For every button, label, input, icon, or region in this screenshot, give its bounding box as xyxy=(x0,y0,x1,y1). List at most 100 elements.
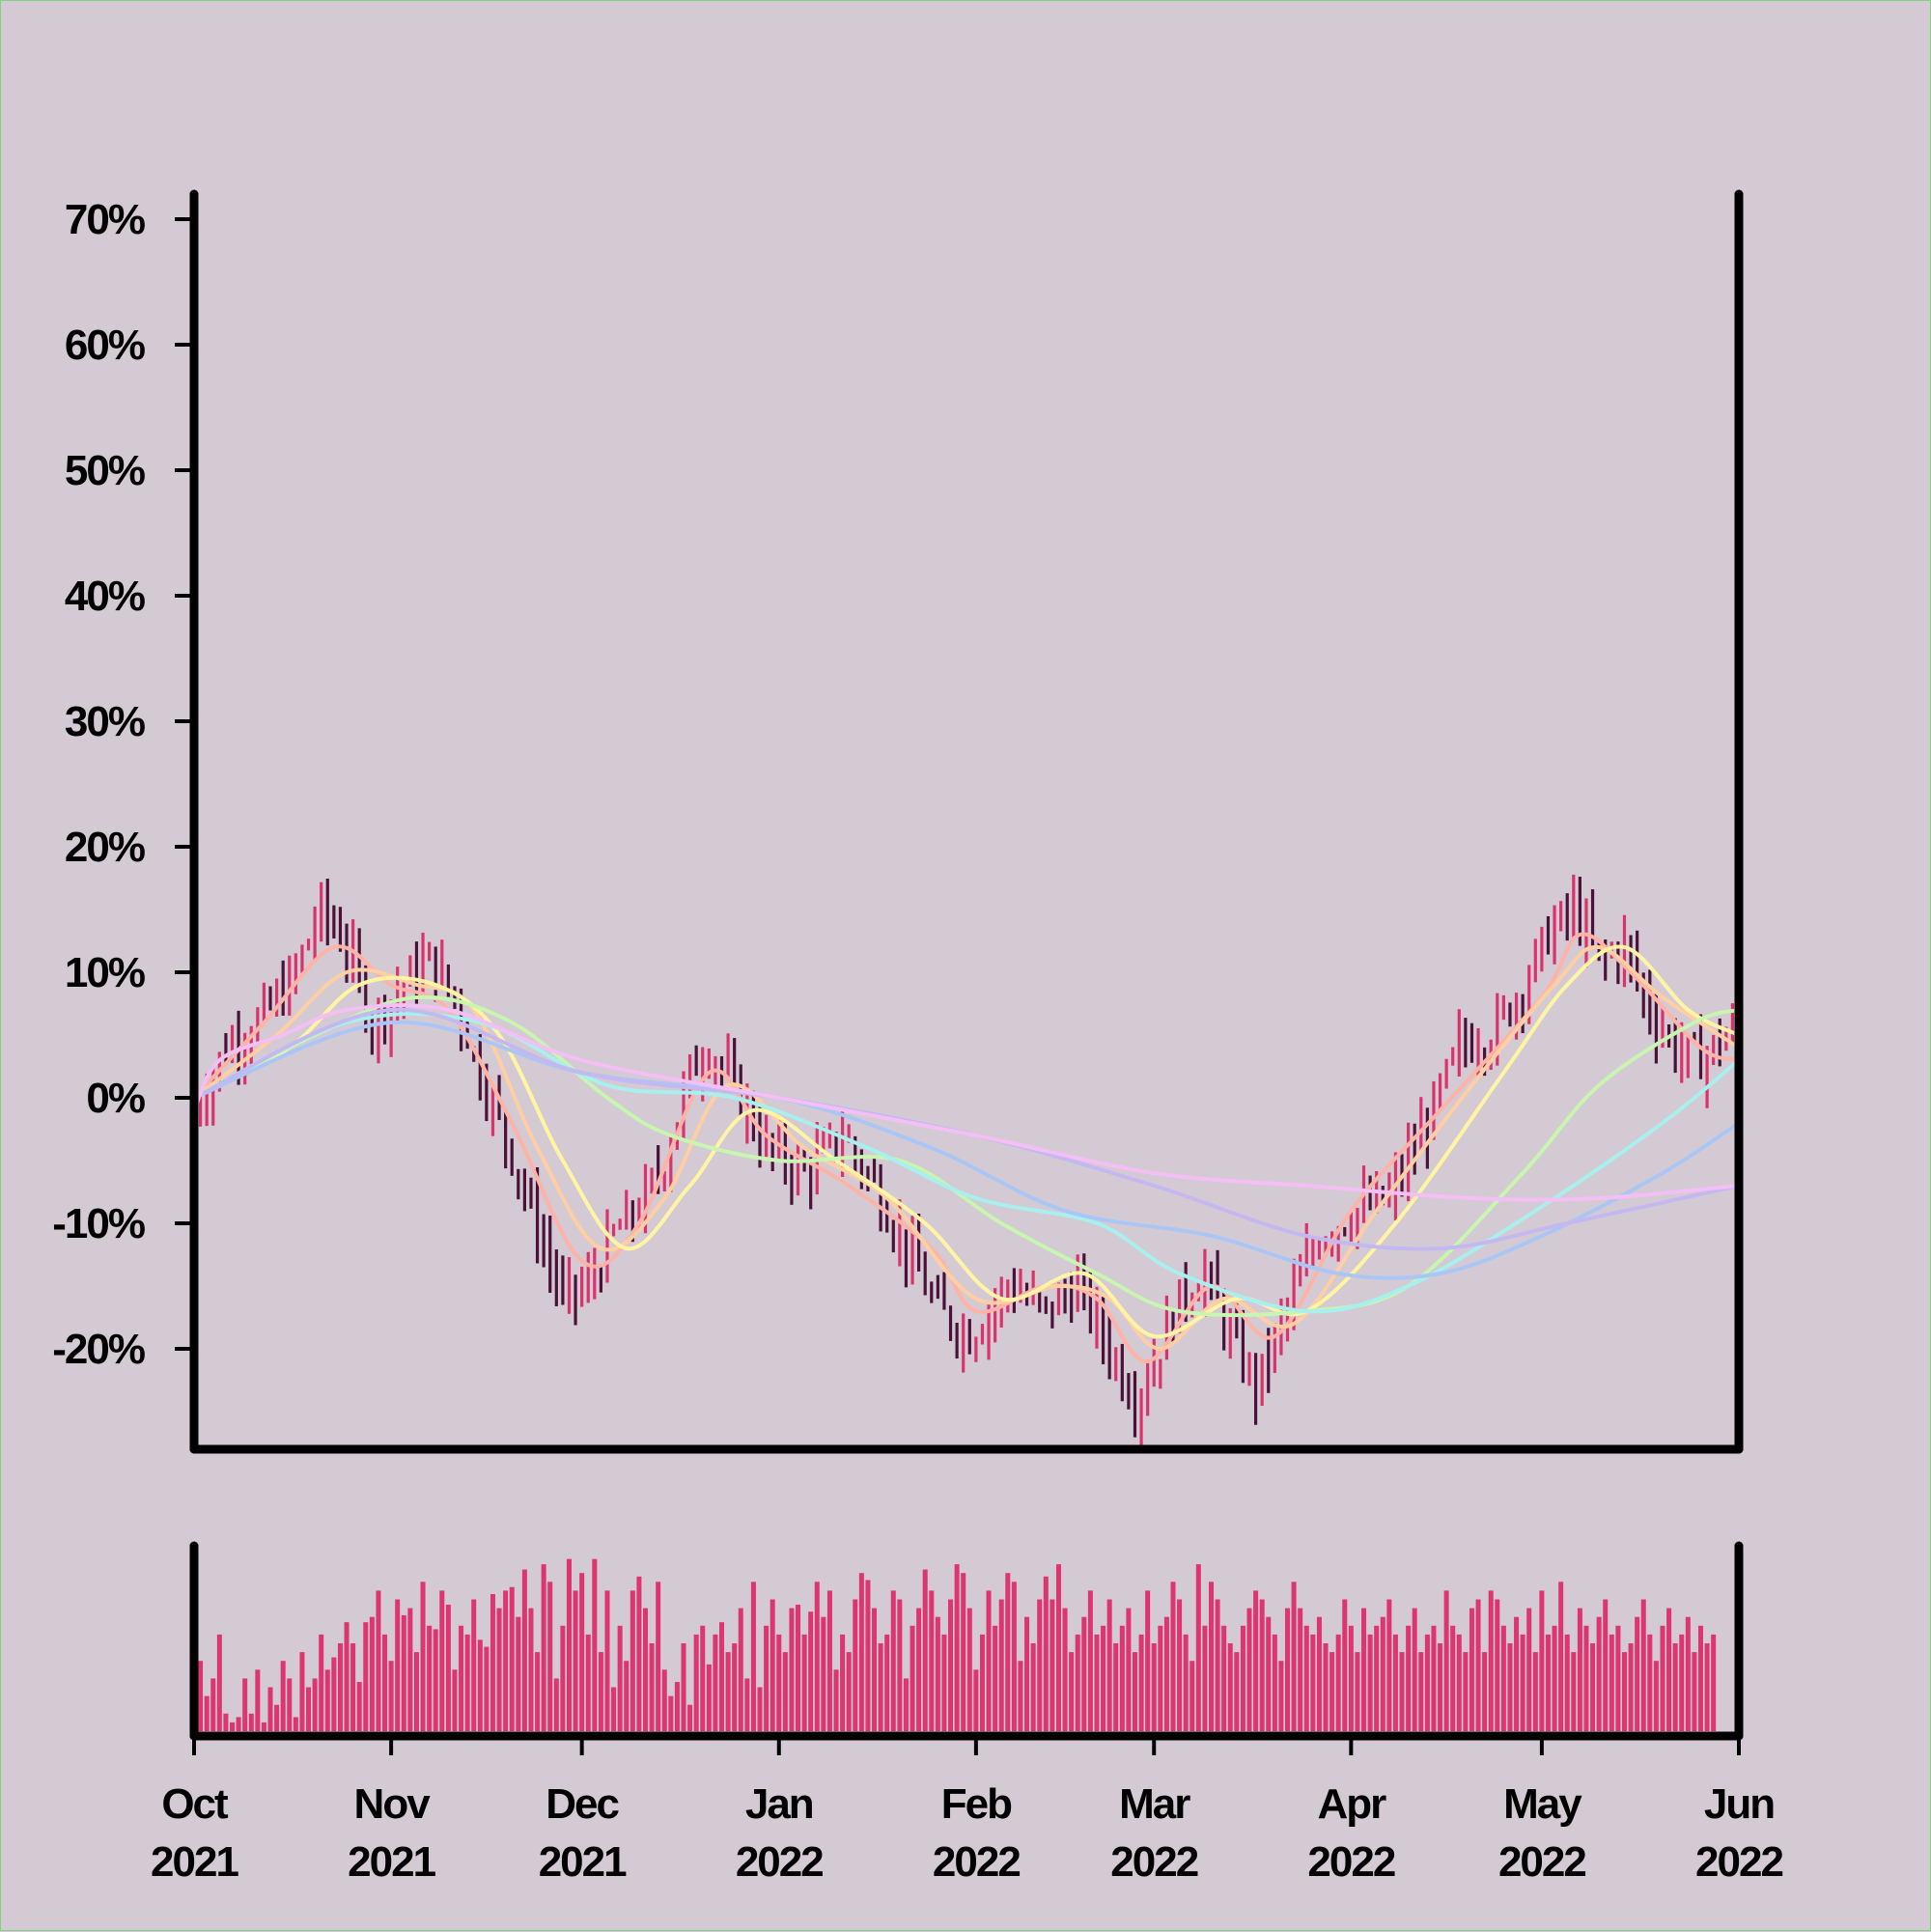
volume-bar xyxy=(204,1695,210,1731)
volume-bar xyxy=(935,1616,940,1731)
y-tick-label: 20% xyxy=(65,824,145,871)
volume-bar xyxy=(592,1558,598,1731)
volume-bar xyxy=(1406,1625,1412,1731)
volume-bar xyxy=(490,1594,495,1731)
volume-bar xyxy=(553,1678,559,1731)
volume-bar xyxy=(1647,1634,1653,1731)
volume-bar xyxy=(1316,1616,1322,1731)
volume-bar xyxy=(922,1569,928,1731)
volume-bar xyxy=(1418,1652,1424,1731)
volume-bar xyxy=(1101,1625,1106,1731)
volume-bar xyxy=(1138,1634,1144,1731)
x-tick-label-month: May xyxy=(1503,1780,1582,1828)
moving-average-line-7 xyxy=(192,1007,1741,1251)
volume-bar xyxy=(331,1657,337,1731)
volume-bar xyxy=(833,1669,839,1731)
volume-bar xyxy=(948,1599,954,1731)
volume-bar xyxy=(636,1576,642,1731)
volume-bar xyxy=(966,1608,972,1731)
volume-bar xyxy=(890,1590,896,1731)
x-tick-label-month: Apr xyxy=(1317,1780,1386,1828)
volume-bar xyxy=(719,1622,725,1731)
volume-bar xyxy=(452,1669,458,1731)
volume-bar xyxy=(1246,1608,1252,1731)
volume-bar xyxy=(1094,1634,1100,1731)
volume-bar xyxy=(1126,1608,1132,1731)
volume-bar xyxy=(1545,1634,1551,1731)
volume-bar xyxy=(496,1608,502,1731)
volume-bar xyxy=(1704,1643,1710,1731)
volume-bar xyxy=(617,1625,623,1731)
volume-bar xyxy=(1500,1625,1506,1731)
volume-bar xyxy=(713,1634,718,1731)
volume-bar xyxy=(1552,1625,1557,1731)
volume-bar xyxy=(1697,1625,1703,1731)
volume-bar xyxy=(1215,1599,1220,1731)
volume-bar xyxy=(299,1652,305,1731)
volume-bar xyxy=(369,1616,375,1731)
volume-bar xyxy=(1240,1625,1245,1731)
volume-bar xyxy=(216,1634,222,1731)
x-tick-label-year: 2022 xyxy=(1498,1838,1585,1886)
volume-bar xyxy=(910,1625,915,1731)
volume-bar xyxy=(509,1586,515,1731)
volume-bar xyxy=(464,1634,470,1731)
volume-bar xyxy=(1266,1616,1272,1731)
volume-bar xyxy=(826,1590,832,1731)
volume-bar xyxy=(1679,1634,1685,1731)
volume-bar xyxy=(1615,1625,1621,1731)
x-tick-label-month: Jun xyxy=(1704,1780,1774,1828)
volume-bar xyxy=(459,1625,464,1731)
volume-bar xyxy=(1151,1643,1157,1731)
volume-bar xyxy=(344,1622,350,1731)
volume-bar xyxy=(541,1564,546,1731)
volume-bar xyxy=(1374,1625,1380,1731)
volume-bar xyxy=(611,1687,617,1731)
volume-bar xyxy=(1355,1652,1360,1731)
x-tick-label-year: 2021 xyxy=(539,1838,627,1886)
volume-bar xyxy=(1278,1661,1284,1731)
volume-bar xyxy=(1335,1634,1341,1731)
volume-bar xyxy=(846,1652,852,1731)
volume-bar xyxy=(1488,1590,1494,1731)
volume-bar xyxy=(1469,1608,1474,1731)
y-tick-label: 50% xyxy=(65,447,145,494)
x-tick-label-month: Nov xyxy=(354,1780,432,1828)
volume-bar xyxy=(1660,1625,1665,1731)
volume-bar xyxy=(776,1634,782,1731)
volume-bar xyxy=(503,1590,509,1731)
volume-bar xyxy=(750,1582,756,1731)
volume-bar xyxy=(427,1625,433,1731)
volume-bar xyxy=(1170,1582,1176,1731)
volume-bar xyxy=(1298,1608,1303,1731)
volume-bar xyxy=(1113,1643,1119,1731)
volume-bar xyxy=(1653,1661,1659,1731)
volume-bar xyxy=(865,1580,871,1731)
y-tick-label: -10% xyxy=(52,1200,145,1247)
volume-bar xyxy=(1621,1652,1627,1731)
volume-bar xyxy=(1692,1652,1697,1731)
volume-bar xyxy=(420,1582,426,1731)
volume-bar xyxy=(884,1634,890,1731)
volume-bar xyxy=(687,1704,693,1731)
volume-bar xyxy=(808,1611,814,1731)
volume-bar xyxy=(1202,1625,1208,1731)
volume-bar xyxy=(1450,1625,1456,1731)
volume-bar xyxy=(706,1664,712,1731)
volume-bar xyxy=(1507,1643,1513,1731)
volume-bar xyxy=(1037,1599,1043,1731)
volume-bar xyxy=(1392,1634,1398,1731)
volume-bar xyxy=(764,1625,770,1731)
volume-bar xyxy=(560,1625,566,1731)
volume-bar xyxy=(210,1678,216,1731)
volume-bar xyxy=(1285,1608,1291,1731)
volume-bar xyxy=(1431,1625,1437,1731)
y-tick-label: 0% xyxy=(86,1075,144,1122)
y-tick-label: 70% xyxy=(65,196,145,243)
volume-bar xyxy=(1577,1608,1582,1731)
y-tick-label: -20% xyxy=(52,1326,145,1373)
volume-bar xyxy=(1571,1652,1577,1731)
volume-bar xyxy=(236,1717,241,1731)
volume-bar xyxy=(1069,1652,1075,1731)
